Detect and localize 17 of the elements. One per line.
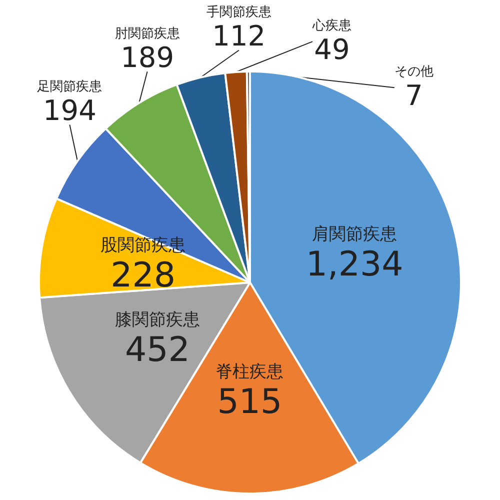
slice-label: その他 — [394, 64, 434, 80]
data-label: 112 — [212, 20, 266, 53]
slice-label: 心疾患 — [311, 18, 352, 34]
slice-label: 肘関節疾患 — [114, 26, 180, 42]
data-label: 1,234 — [306, 244, 404, 285]
slice-label: 肩関節疾患 — [312, 224, 398, 245]
slice-label: 膝関節疾患 — [114, 310, 200, 330]
data-label: 452 — [124, 330, 190, 370]
slice-label: 脊柱疾患 — [216, 362, 284, 382]
data-label: 194 — [42, 94, 96, 128]
data-label: 7 — [404, 79, 423, 112]
data-label: 228 — [110, 255, 176, 296]
data-label: 189 — [120, 41, 174, 74]
slice-label: 手関節疾患 — [206, 5, 272, 20]
slice-label: 足関節疾患 — [37, 80, 102, 95]
data-label: 49 — [314, 33, 350, 66]
data-label: 515 — [217, 382, 282, 422]
